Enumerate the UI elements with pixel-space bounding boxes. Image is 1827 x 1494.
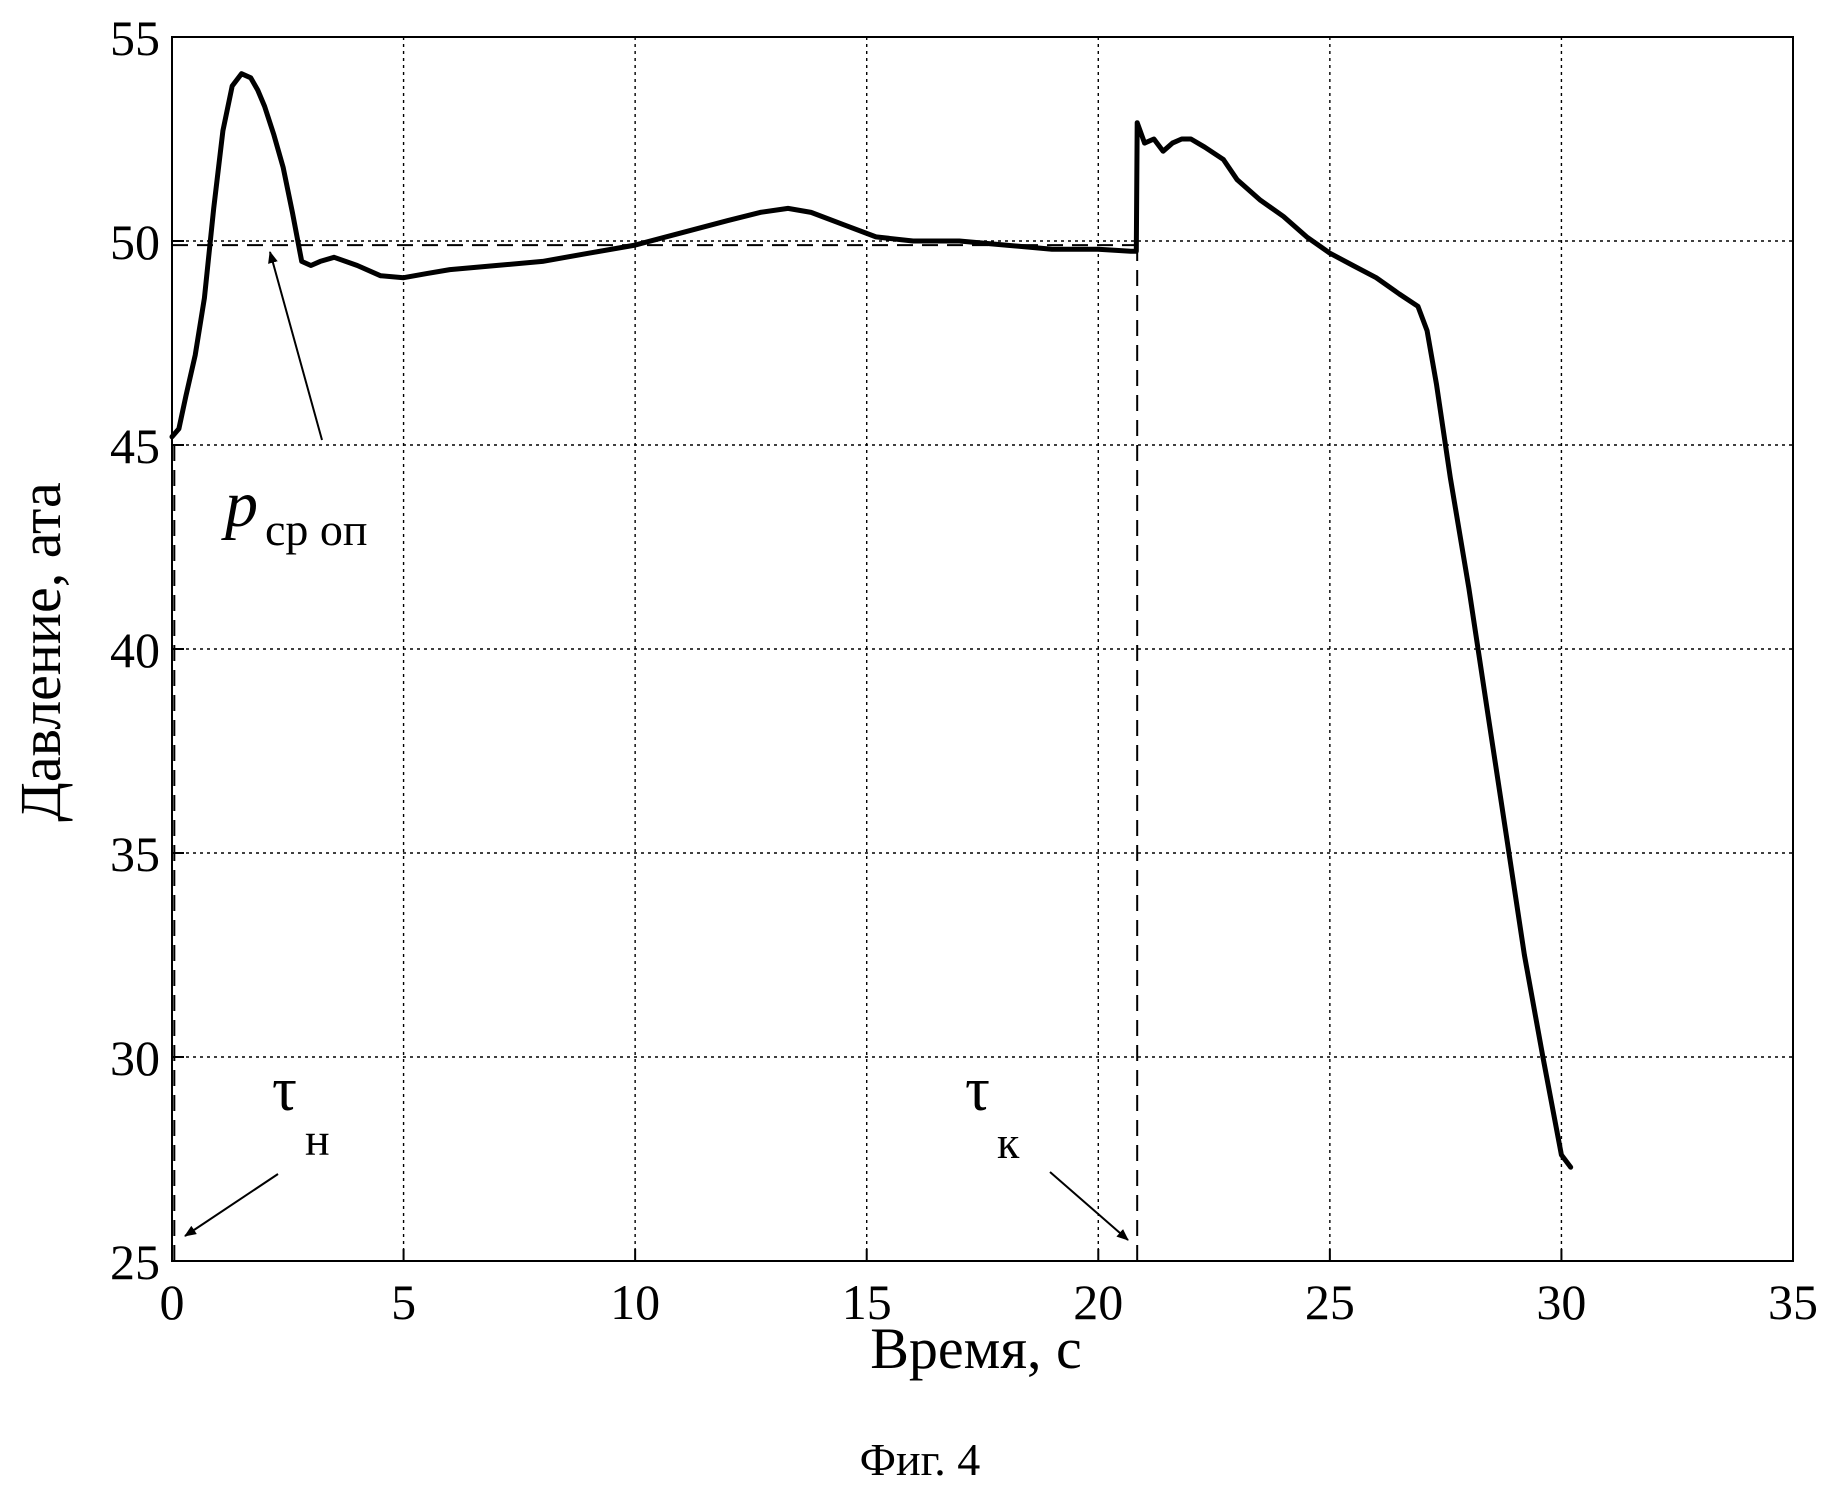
annotation-p-avg: p ср оп <box>221 252 368 555</box>
y-tick-label: 55 <box>110 10 160 66</box>
annotation-tau-end-subscript: к <box>997 1117 1020 1168</box>
y-tick-label: 40 <box>110 622 160 678</box>
annotation-p-symbol: p <box>221 468 258 541</box>
annotation-tau-end-symbol: τ <box>965 1056 990 1124</box>
y-tick-label: 50 <box>110 214 160 270</box>
annotation-p-arrow <box>270 252 322 440</box>
y-tick-label: 45 <box>110 418 160 474</box>
figure-caption: Фиг. 4 <box>860 1434 981 1485</box>
x-axis-label: Время, с <box>870 1316 1082 1381</box>
x-tick-label: 35 <box>1768 1274 1818 1330</box>
y-tick-label: 35 <box>110 826 160 882</box>
annotation-tau-start: τ н <box>185 1056 330 1236</box>
x-tick-label: 5 <box>391 1274 416 1330</box>
annotation-tau-start-subscript: н <box>305 1114 330 1165</box>
y-axis-label: Давление, ата <box>8 482 73 821</box>
series-line-pressure <box>172 74 1571 1168</box>
x-tick-label: 10 <box>610 1274 660 1330</box>
y-tick-label: 25 <box>110 1234 160 1290</box>
annotation-tau-end-arrow <box>1050 1172 1128 1240</box>
reference-lines <box>172 123 1137 1261</box>
annotation-tau-end: τ к <box>965 1056 1128 1240</box>
y-tick-label: 30 <box>110 1030 160 1086</box>
annotation-p-subscript: ср оп <box>265 504 368 555</box>
x-tick-label: 0 <box>160 1274 185 1330</box>
annotation-tau-start-arrow <box>185 1174 278 1236</box>
x-tick-label: 25 <box>1305 1274 1355 1330</box>
annotation-tau-start-symbol: τ <box>272 1056 297 1124</box>
x-tick-label: 30 <box>1536 1274 1586 1330</box>
